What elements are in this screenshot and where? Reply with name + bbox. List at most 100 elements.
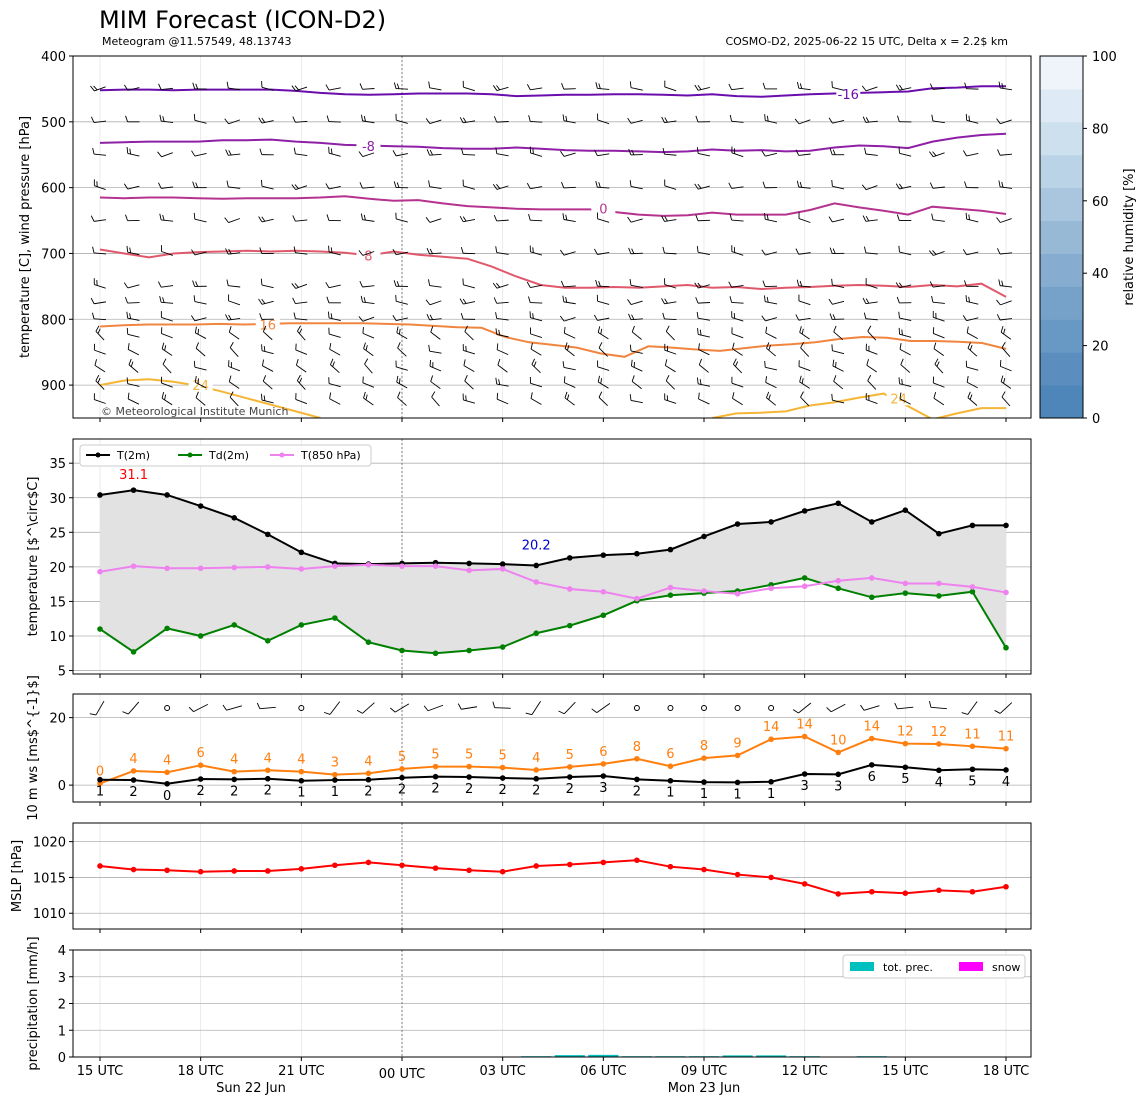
wind-barb bbox=[425, 118, 442, 125]
precip-bar bbox=[756, 1055, 787, 1057]
data-point bbox=[365, 776, 372, 783]
data-point bbox=[566, 555, 573, 561]
wind-barb bbox=[662, 246, 677, 255]
wind-barb bbox=[425, 299, 442, 306]
wind-barb bbox=[629, 180, 643, 190]
contour-label: 24 bbox=[192, 379, 209, 394]
wind-barb bbox=[631, 359, 643, 372]
wind-barb bbox=[191, 249, 207, 256]
data-point bbox=[600, 588, 607, 595]
data-point bbox=[164, 867, 170, 874]
wind-barb bbox=[594, 149, 610, 157]
wind-barb bbox=[161, 327, 173, 339]
wind-barb bbox=[457, 703, 478, 710]
wind-barb bbox=[358, 151, 375, 158]
value-label: 3 bbox=[331, 756, 339, 771]
series-t-850-hpa- bbox=[97, 561, 1009, 602]
wind-barb bbox=[428, 81, 442, 91]
colorbar-segment bbox=[1040, 187, 1083, 222]
data-point bbox=[835, 891, 842, 897]
data-point bbox=[734, 871, 741, 878]
wind-barb bbox=[931, 295, 945, 304]
wind-barb bbox=[158, 83, 174, 90]
wind-barb bbox=[965, 360, 979, 371]
wind-barb bbox=[192, 181, 207, 189]
wind-barb bbox=[460, 312, 476, 320]
wind-barb bbox=[464, 325, 474, 341]
data-point bbox=[499, 644, 506, 650]
wind-barb bbox=[428, 344, 442, 354]
data-point bbox=[231, 622, 238, 628]
wind-barb bbox=[762, 181, 778, 189]
wind-barb bbox=[862, 215, 878, 222]
wind-barb bbox=[428, 180, 442, 190]
data-point bbox=[566, 861, 573, 868]
data-point bbox=[197, 762, 204, 769]
data-point bbox=[969, 766, 976, 773]
legend-label: T(2m) bbox=[116, 449, 150, 462]
isotherm-16 bbox=[99, 322, 1007, 358]
wind-barb bbox=[228, 375, 240, 389]
wind-barb bbox=[829, 313, 845, 320]
data-point bbox=[1003, 644, 1009, 651]
wind-barb bbox=[898, 327, 912, 338]
wind-barb bbox=[256, 702, 276, 710]
wind-barb bbox=[126, 377, 140, 387]
wind-barb bbox=[360, 213, 375, 222]
value-label: 0 bbox=[163, 789, 171, 804]
wind-barb bbox=[598, 342, 608, 357]
panel-temperature: 31.1 20.2 T(2m) Td(2m) T(850 hPa) 5 10 15 20 25 30… bbox=[26, 438, 1032, 680]
data-point bbox=[197, 633, 204, 639]
wind-barb bbox=[95, 325, 105, 341]
wind-barb bbox=[228, 326, 240, 340]
data-point bbox=[701, 533, 707, 540]
wind-barb bbox=[862, 297, 878, 305]
wind-barb bbox=[261, 344, 274, 355]
value-label: 6 bbox=[868, 770, 876, 785]
data-point bbox=[365, 859, 372, 866]
wind-barb bbox=[732, 392, 743, 406]
wind-barb bbox=[929, 83, 945, 90]
data-point bbox=[969, 588, 976, 595]
wind-barb bbox=[94, 359, 106, 373]
wind-barb bbox=[932, 376, 945, 388]
data-point bbox=[902, 580, 909, 587]
wind-barb bbox=[92, 246, 107, 255]
day-label: Sun 22 Jun bbox=[216, 1081, 286, 1096]
value-label: 6 bbox=[599, 745, 607, 760]
colorbar-segment bbox=[1040, 253, 1083, 287]
data-point bbox=[130, 487, 137, 493]
panel-mslp: 1010 1015 1020 MSLP [hPa] bbox=[10, 822, 1032, 933]
wind-barb bbox=[761, 249, 778, 256]
wind-barb bbox=[764, 360, 778, 371]
wind-barb bbox=[526, 84, 543, 91]
wind-barb bbox=[428, 279, 442, 288]
wind-barb bbox=[967, 342, 978, 357]
wind-barb-calm bbox=[734, 705, 741, 711]
wind-barb bbox=[358, 250, 375, 256]
contour-label: 24 bbox=[890, 392, 907, 407]
wind-barb bbox=[561, 83, 576, 90]
data-point bbox=[365, 639, 372, 646]
wind-barb bbox=[459, 298, 476, 305]
value-label: 2 bbox=[364, 785, 372, 800]
value-label: 4 bbox=[129, 752, 137, 767]
wind-barb bbox=[900, 358, 911, 373]
wind-barb bbox=[161, 342, 173, 356]
wind-barb bbox=[361, 114, 375, 124]
data-point bbox=[801, 771, 808, 777]
series-mean: 1 2 0 2 2 2 1 1 2 2 2 2 2 2 2 3 2 1 1 1 1 3 3 6 5 4 5 4 bbox=[96, 762, 1010, 804]
wind-barb bbox=[996, 299, 1012, 306]
wind-barb bbox=[558, 701, 576, 715]
wind-barb bbox=[160, 311, 173, 322]
value-label: 14 bbox=[864, 720, 881, 735]
wind-barb bbox=[262, 325, 273, 341]
wind-barb bbox=[497, 358, 508, 373]
data-point bbox=[936, 593, 942, 599]
data-point bbox=[768, 778, 774, 785]
wind-barb bbox=[195, 391, 206, 406]
wind-barb bbox=[861, 85, 878, 92]
wind-barb bbox=[964, 82, 979, 90]
data-point bbox=[97, 863, 103, 869]
